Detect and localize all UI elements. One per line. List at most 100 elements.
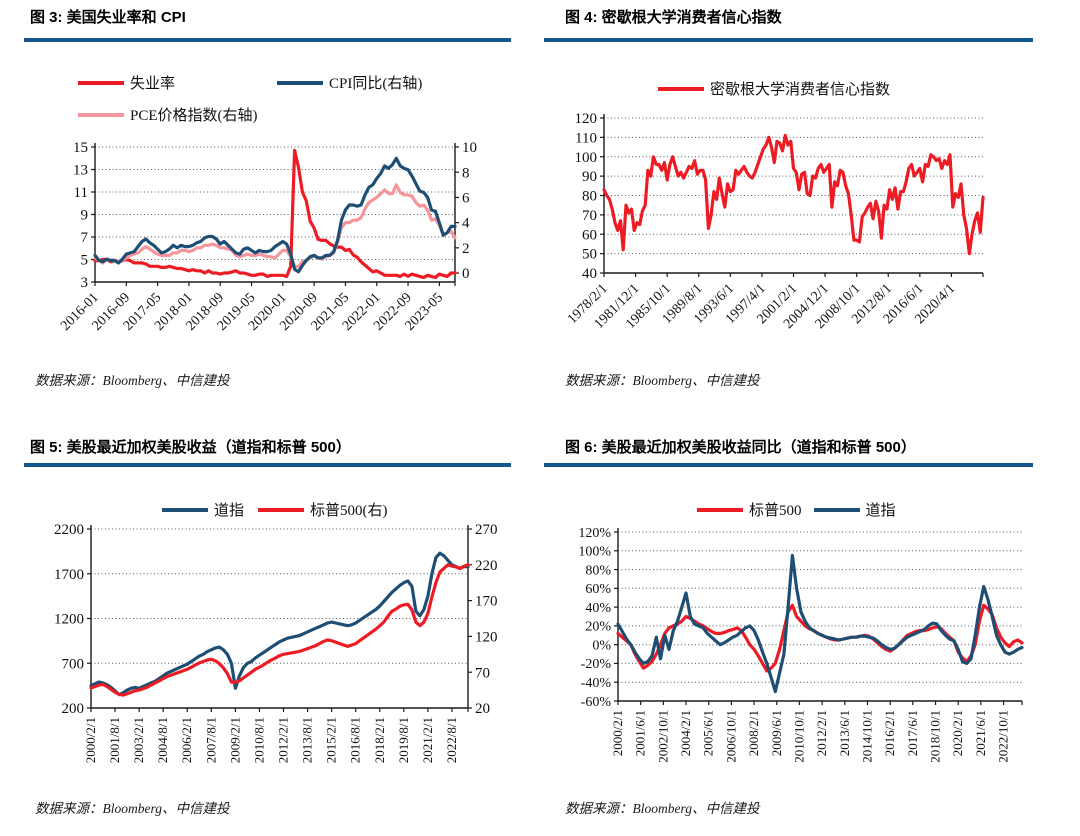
x-axis-tick-label: 2004/2/1 — [678, 710, 693, 756]
fig5-title-rule — [24, 463, 511, 467]
y-axis-tick-label: 1700 — [54, 567, 84, 583]
x-axis-tick-label: 2010/10/1 — [791, 710, 806, 763]
legend-label: PCE价格指数(右轴) — [130, 108, 258, 124]
x-axis-tick-label: 2022/10/1 — [996, 710, 1011, 763]
fig6-source-note: 数据来源：Bloomberg、中信建投 — [565, 801, 760, 816]
legend-item: 标普500 — [697, 499, 802, 520]
y2-axis-tick-label: 4 — [462, 216, 470, 232]
y-axis-tick-label: 200 — [62, 701, 85, 717]
y2-axis-tick-label: 120 — [475, 630, 498, 646]
series-line — [89, 551, 470, 697]
legend-row: 标普500 道指 — [697, 499, 896, 520]
fig4-title: 图 4: 密歇根大学消费者信心指数 — [565, 9, 782, 26]
fig3-source-note: 数据来源：Bloomberg、中信建投 — [35, 373, 230, 388]
legend-line-swatch — [78, 112, 124, 117]
y-axis-tick-label: 120 — [575, 111, 598, 127]
y2-axis-tick-label: 10 — [462, 140, 477, 156]
fig3-title-rule — [24, 38, 511, 42]
x-axis-tick-label: 2001/6/1 — [633, 710, 648, 756]
x-axis-tick-label: 2001/8/1 — [107, 717, 122, 763]
fig3-line-chart: 151311975310864202016-012016-092017-0520… — [58, 140, 477, 334]
y2-axis-tick-label: 20 — [475, 701, 490, 717]
y-axis-tick-label: -20% — [581, 657, 612, 672]
x-axis-tick-label: 2016/8/1 — [348, 717, 363, 763]
y2-axis-tick-label: 0 — [462, 266, 470, 282]
x-axis-tick-label: 2013/8/1 — [300, 717, 315, 763]
y-axis-tick-label: 20% — [585, 620, 611, 635]
y-axis-tick-label: 50 — [582, 247, 597, 263]
fig5-legend: 道指 标普500(右) — [162, 499, 388, 531]
y-axis-tick-label: 60 — [582, 227, 597, 243]
series-line — [93, 183, 457, 269]
x-axis-tick-label: 2018/10/1 — [928, 710, 943, 763]
y-axis-tick-label: 80 — [582, 189, 597, 205]
legend-line-swatch — [697, 507, 743, 512]
y2-axis-tick-label: 2 — [462, 241, 470, 257]
x-axis-tick-label: 2008/2/1 — [746, 710, 761, 756]
series-line — [93, 148, 457, 280]
legend-line-swatch — [277, 80, 324, 85]
y-axis-tick-label: 2200 — [54, 522, 84, 538]
x-axis-tick-label: 2006/2/1 — [179, 717, 194, 763]
x-axis-tick-label: 2015/2/1 — [324, 717, 339, 763]
fig6-line-chart: 120% 100% 80% 60% 40% 20% 0% -20% -40% -60%2000/2… — [578, 526, 1024, 763]
legend-row: PCE价格指数(右轴) — [78, 104, 422, 125]
x-axis-tick-label: 2002/10/1 — [655, 710, 670, 763]
x-axis-tick-label: 2018/2/1 — [372, 717, 387, 763]
legend-row: 密歇根大学消费者信心指数 — [658, 78, 890, 99]
fig5-source-note: 数据来源：Bloomberg、中信建投 — [35, 801, 230, 816]
y2-axis-tick-label: 70 — [475, 665, 490, 681]
x-axis-tick-label: 2000/2/1 — [610, 710, 625, 756]
x-axis-tick-label: 2020/2/1 — [950, 710, 965, 756]
y-axis-tick-label: 1200 — [54, 612, 84, 628]
y-axis-tick-label: 90 — [582, 169, 597, 185]
fig4-legend: 密歇根大学消费者信心指数 — [658, 78, 890, 110]
series-line — [602, 133, 985, 256]
x-axis-tick-label: 2004/8/1 — [155, 717, 170, 763]
x-axis-tick-label: 2003/2/1 — [131, 717, 146, 763]
legend-line-swatch — [162, 507, 208, 512]
y-axis-tick-label: 120% — [578, 526, 611, 541]
x-axis-tick-label: 2010/8/1 — [251, 717, 266, 763]
fig6-legend: 标普500 道指 — [697, 499, 896, 531]
fig6-title-rule — [544, 463, 1033, 467]
y-axis-tick-label: -40% — [581, 676, 612, 691]
y-axis-tick-label: 700 — [62, 656, 85, 672]
y-axis-tick-label: -60% — [581, 695, 612, 710]
legend-row: 失业率 CPI同比(右轴) — [78, 72, 422, 93]
legend-item: 道指 — [813, 499, 896, 520]
y-axis-tick-label: 15 — [73, 140, 88, 156]
legend-label: 失业率 — [130, 76, 176, 92]
y2-axis-tick-label: 170 — [475, 594, 498, 610]
y-axis-tick-label: 9 — [81, 208, 89, 224]
fig5-line-chart: 2200 1700 1200 700 200 270 220 170 120 70 20 2000/2… — [54, 522, 498, 763]
legend-item: PCE价格指数(右轴) — [78, 104, 258, 125]
y-axis-tick-label: 80% — [585, 563, 611, 578]
x-axis-tick-label: 2000/2/1 — [83, 717, 98, 763]
x-axis-tick-label: 2006/10/1 — [723, 710, 738, 763]
x-axis-tick-label: 2007/8/1 — [203, 717, 218, 763]
y-axis-tick-label: 11 — [74, 185, 88, 201]
y2-axis-tick-label: 270 — [475, 522, 498, 538]
y-axis-tick-label: 7 — [81, 230, 89, 246]
fig6-title: 图 6: 美股最近加权美股收益同比（道指和标普 500） — [565, 439, 916, 456]
y-axis-tick-label: 0% — [592, 638, 611, 653]
y2-axis-tick-label: 220 — [475, 558, 498, 574]
x-axis-tick-label: 2021/6/1 — [973, 710, 988, 756]
x-axis-tick-label: 2021/2/1 — [420, 717, 435, 763]
x-axis-tick-label: 2012/2/1 — [275, 717, 290, 763]
y-axis-tick-label: 5 — [81, 253, 89, 269]
legend-row: 道指 标普500(右) — [162, 499, 388, 520]
x-axis-tick-label: 2005/6/1 — [701, 710, 716, 756]
y-axis-tick-label: 70 — [582, 208, 597, 224]
fig5-title: 图 5: 美股最近加权美股收益（道指和标普 500） — [30, 439, 351, 456]
y2-axis-tick-label: 8 — [462, 165, 470, 181]
y-axis-tick-label: 60% — [585, 582, 611, 597]
series-line — [89, 563, 470, 697]
x-axis-tick-label: 2022/8/1 — [444, 717, 459, 763]
x-axis-tick-label: 2009/6/1 — [769, 710, 784, 756]
legend-line-swatch — [658, 86, 704, 91]
x-axis-tick-label: 2012/2/1 — [814, 710, 829, 756]
legend-label: 密歇根大学消费者信心指数 — [710, 82, 891, 98]
y-axis-tick-label: 110 — [575, 130, 597, 146]
